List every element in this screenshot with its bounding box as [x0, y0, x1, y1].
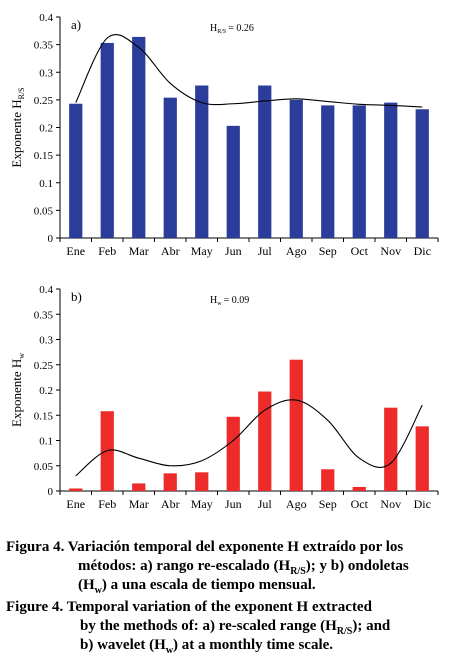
y-axis-label: Exponente Hw — [9, 353, 26, 427]
y-tick-label: 0.3 — [39, 335, 53, 347]
x-tick-label: Jul — [258, 497, 273, 511]
caption-subscript: w — [94, 585, 102, 596]
x-tick-label: Oct — [351, 244, 369, 258]
bar-may — [195, 472, 209, 491]
h-annotation-value: = 0.26 — [228, 23, 254, 34]
caption-subscript: w — [165, 645, 174, 656]
h-annotation: Hw = 0.09 — [210, 295, 249, 307]
bar-feb — [100, 42, 114, 238]
y-axis-label: Exponente HR/S — [9, 87, 26, 167]
bar-oct — [352, 486, 366, 491]
x-tick-label: Nov — [380, 244, 401, 258]
x-tick-label: Oct — [351, 497, 369, 511]
x-tick-label: Ago — [286, 497, 307, 511]
bar-jun — [226, 125, 240, 238]
bar-abr — [163, 97, 177, 238]
bar-jul — [258, 85, 272, 238]
x-tick-label: Dic — [414, 497, 431, 511]
caption-line: b) wavelet (Hw) at a monthly time scale. — [80, 637, 334, 656]
y-tick-label: 0.4 — [39, 12, 53, 24]
x-tick-label: Ene — [66, 497, 85, 511]
bar-mar — [132, 36, 146, 238]
y-tick-label: 0.15 — [34, 150, 54, 162]
y-tick-label: 0.15 — [34, 410, 54, 422]
caption-subscript: R/S — [336, 626, 353, 637]
y-tick-label: 0.2 — [39, 385, 53, 397]
y-tick-label: 0 — [48, 486, 54, 498]
y-tick-label: 0.1 — [39, 178, 53, 190]
h-annotation-symbol: H — [210, 295, 217, 306]
bar-ago — [289, 359, 303, 491]
bar-ene — [69, 103, 83, 239]
x-tick-label: Ago — [286, 244, 307, 258]
caption-line: métodos: a) rango re-escalado (HR/S); y … — [78, 558, 409, 577]
bar-ene — [69, 488, 83, 491]
caption-line: Figure 4. Temporal variation of the expo… — [6, 599, 372, 615]
x-tick-label: Jun — [225, 497, 242, 511]
panel-label: a) — [71, 17, 81, 32]
panel-label: b) — [71, 289, 82, 304]
bar-dic — [415, 109, 429, 238]
y-tick-label: 0.25 — [34, 360, 54, 372]
h-annotation: HR/S = 0.26 — [210, 23, 254, 35]
y-tick-label: 0.25 — [34, 95, 54, 107]
y-tick-label: 0.4 — [39, 284, 53, 296]
y-axis-label-subscript: R/S — [17, 87, 26, 99]
trend-line — [75, 399, 423, 477]
x-tick-label: Abr — [161, 244, 180, 258]
h-annotation-subscript: w — [217, 301, 222, 307]
chart-panel-b: 0 0.05 0.1 0.15 0.2 0.25 0.3 0.35 0.4 Ene Feb Mar Ab… — [9, 284, 439, 511]
bar-may — [195, 85, 209, 238]
bar-sep — [321, 105, 335, 239]
bar-mar — [132, 483, 146, 491]
charts-figure: 0 0.05 0.1 0.15 0.2 0.25 0.3 0.35 0.4 Ene Feb Mar Ab… — [9, 12, 439, 511]
bar-nov — [384, 407, 398, 491]
y-tick-label: 0.2 — [39, 123, 53, 135]
bar-sep — [321, 469, 335, 491]
x-tick-label: Mar — [129, 244, 149, 258]
h-annotation-subscript: R/S — [217, 29, 226, 35]
y-tick-label: 0.35 — [34, 309, 54, 321]
bar-oct — [352, 105, 366, 239]
h-annotation-symbol: H — [210, 23, 217, 34]
y-tick-label: 0.05 — [34, 461, 54, 473]
caption-line: by the methods of: a) re-scaled range (H… — [80, 618, 391, 637]
bar-jun — [226, 416, 240, 491]
y-tick-label: 0 — [48, 233, 54, 245]
y-tick-label: 0.05 — [34, 205, 54, 217]
caption-subscript: R/S — [290, 566, 306, 577]
trend-line — [75, 33, 423, 108]
x-tick-label: Sep — [319, 497, 337, 511]
y-tick-label: 0.35 — [34, 40, 54, 52]
h-annotation-value: = 0.09 — [224, 295, 250, 306]
bar-ago — [289, 99, 303, 238]
caption-line: (Hw) a una escala de tiempo mensual. — [78, 577, 316, 596]
y-axis-label-text: Exponente H — [9, 99, 24, 167]
bar-abr — [163, 473, 177, 491]
x-tick-label: Nov — [380, 497, 401, 511]
x-tick-label: Jun — [225, 244, 242, 258]
x-tick-label: Abr — [161, 497, 180, 511]
x-tick-label: Feb — [98, 244, 116, 258]
x-tick-label: May — [191, 244, 213, 258]
y-tick-label: 0.3 — [39, 67, 53, 79]
bar-nov — [384, 102, 398, 238]
bar-dic — [415, 426, 429, 491]
x-tick-label: Dic — [414, 244, 431, 258]
x-tick-label: Sep — [319, 244, 337, 258]
x-tick-label: Jul — [258, 244, 273, 258]
x-tick-label: May — [191, 497, 213, 511]
chart-panel-a: 0 0.05 0.1 0.15 0.2 0.25 0.3 0.35 0.4 Ene Feb Mar Ab… — [9, 12, 439, 258]
x-tick-label: Mar — [129, 497, 149, 511]
x-tick-label: Feb — [98, 497, 116, 511]
y-axis-label-subscript: w — [17, 353, 26, 359]
x-tick-label: Ene — [66, 244, 85, 258]
y-axis-label-text: Exponente H — [9, 359, 24, 427]
bar-jul — [258, 391, 272, 491]
caption-line: Figura 4. Variación temporal del exponen… — [6, 539, 404, 555]
y-tick-label: 0.1 — [39, 436, 53, 448]
